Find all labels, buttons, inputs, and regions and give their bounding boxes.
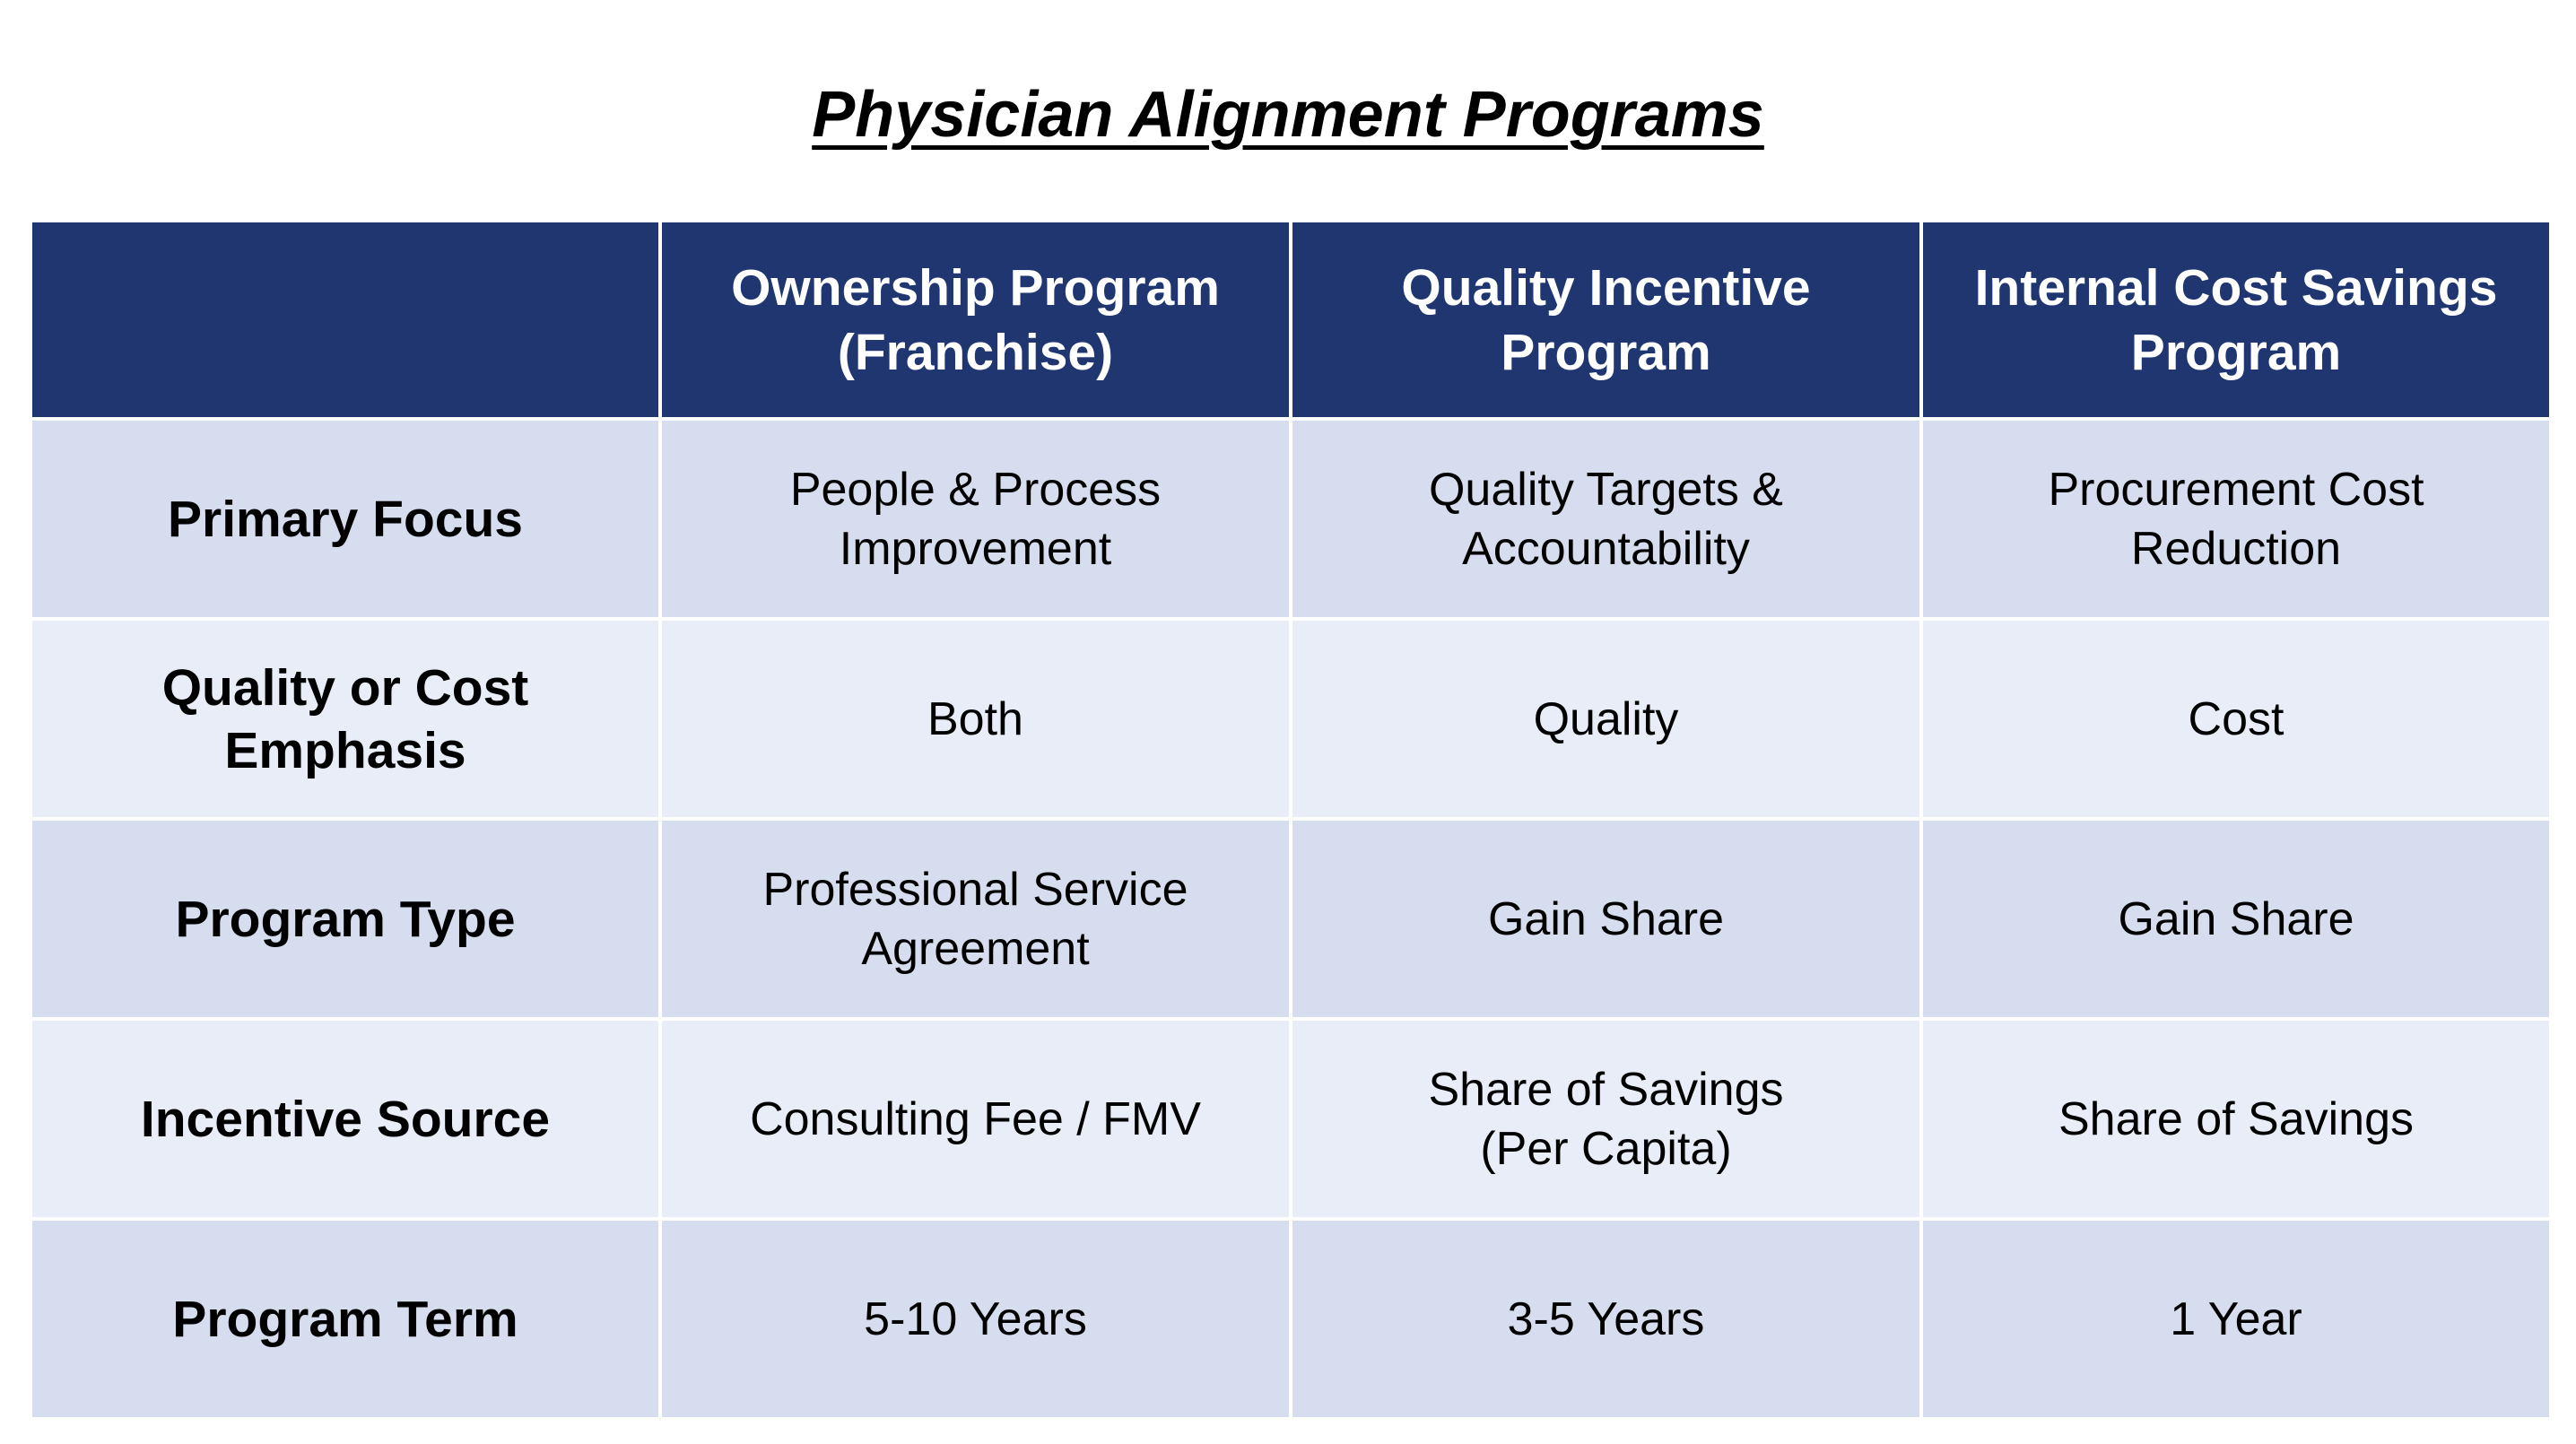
row-label: Program Type [29,817,662,1021]
table-cell: 1 Year [1919,1217,2553,1421]
table-cell: 5-10 Years [658,1217,1292,1421]
table-cell: Share of Savings (Per Capita) [1289,1017,1923,1221]
table-row-quality-or-cost-emphasis: Quality or Cost Emphasis Both Quality Co… [29,617,2553,821]
row-label: Quality or Cost Emphasis [29,617,662,821]
table-row-incentive-source: Incentive Source Consulting Fee / FMV Sh… [29,1017,2553,1221]
table-cell: Gain Share [1919,817,2553,1021]
row-label: Incentive Source [29,1017,662,1221]
table-cell: Gain Share [1289,817,1923,1021]
table-cell: Quality Targets & Accountability [1289,417,1923,621]
header-ownership-program: Ownership Program (Franchise) [658,219,1292,421]
page-title: Physician Alignment Programs [812,79,1764,151]
header-quality-incentive-program: Quality Incentive Program [1289,219,1923,421]
table-cell: Both [658,617,1292,821]
table-row-program-term: Program Term 5-10 Years 3-5 Years 1 Year [29,1217,2553,1421]
table-cell: Procurement Cost Reduction [1919,417,2553,621]
row-label: Primary Focus [29,417,662,621]
table-cell: Quality [1289,617,1923,821]
table-cell: People & Process Improvement [658,417,1292,621]
comparison-table: Ownership Program (Franchise) Quality In… [29,219,2553,1421]
table-cell: Professional Service Agreement [658,817,1292,1021]
table-cell: Cost [1919,617,2553,821]
table-row-primary-focus: Primary Focus People & Process Improveme… [29,417,2553,621]
table-cell: Share of Savings [1919,1017,2553,1221]
table-row-program-type: Program Type Professional Service Agreem… [29,817,2553,1021]
header-corner-cell [29,219,662,421]
table-header-row: Ownership Program (Franchise) Quality In… [29,219,2553,421]
table-cell: Consulting Fee / FMV [658,1017,1292,1221]
header-internal-cost-savings-program: Internal Cost Savings Program [1919,219,2553,421]
table-cell: 3-5 Years [1289,1217,1923,1421]
row-label: Program Term [29,1217,662,1421]
